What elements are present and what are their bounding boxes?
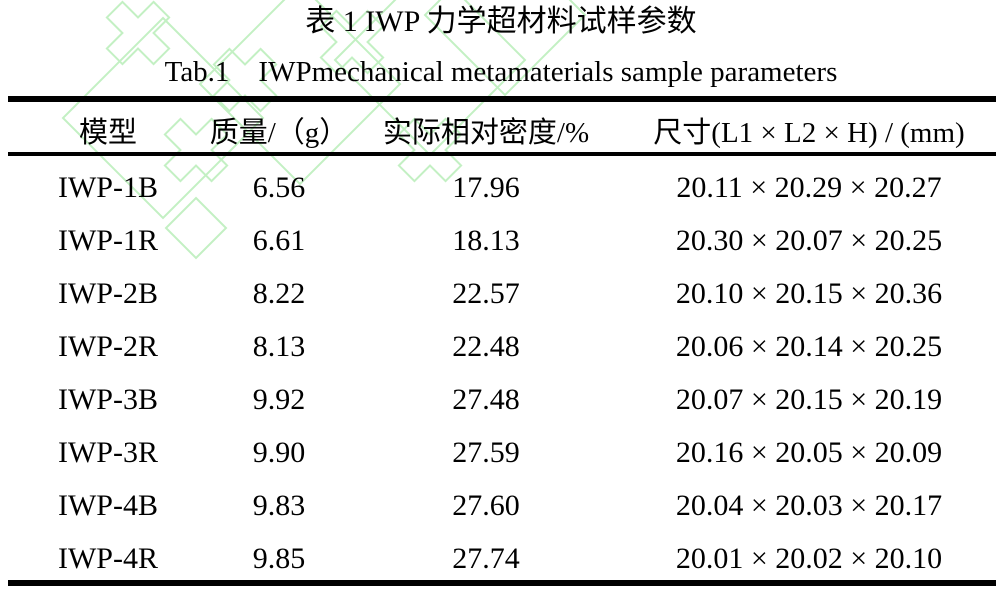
cell-size: 20.04 × 20.03 × 20.17: [675, 488, 943, 522]
cell-model: IWP-4B: [58, 488, 158, 522]
cell-size: 20.07 × 20.15 × 20.19: [675, 382, 943, 416]
cell-model: IWP-2B: [58, 276, 158, 310]
table-row: IWP-3R 9.90 27.59 20.16 × 20.05 × 20.09: [8, 421, 996, 474]
cell-size: 20.16 × 20.05 × 20.09: [675, 435, 943, 469]
column-header-size: 尺寸(L1 × L2 × H) / (mm): [653, 117, 965, 149]
cell-mass: 8.13: [252, 329, 306, 363]
cell-model: IWP-1B: [58, 170, 158, 204]
cell-size: 20.01 × 20.02 × 20.10: [675, 541, 943, 575]
table-row: IWP-1R 6.61 18.13 20.30 × 20.07 × 20.25: [8, 209, 996, 262]
cell-density: 18.13: [452, 223, 520, 257]
table-row: IWP-1B 6.56 17.96 20.11 × 20.29 × 20.27: [8, 154, 996, 209]
cell-density: 27.74: [452, 541, 520, 575]
cell-density: 22.48: [452, 329, 520, 363]
column-header-mass: 质量/（g）: [209, 117, 349, 149]
cell-model: IWP-3B: [58, 382, 158, 416]
cell-mass: 6.56: [252, 170, 306, 204]
table-row: IWP-2B 8.22 22.57 20.10 × 20.15 × 20.36: [8, 262, 996, 315]
sample-parameters-table: 模型 质量/（g） 实际相对密度/% 尺寸(L1 × L2 × H) / (mm…: [8, 96, 996, 586]
table-title-zh: 表 1 IWP 力学超材料试样参数: [305, 5, 697, 38]
cell-mass: 8.22: [252, 276, 306, 310]
cell-size: 20.06 × 20.14 × 20.25: [675, 329, 943, 363]
table-title-en: Tab.1 IWPmechanical metamaterials sample…: [164, 56, 838, 88]
table-row: IWP-3B 9.92 27.48 20.07 × 20.15 × 20.19: [8, 368, 996, 421]
cell-mass: 9.92: [252, 382, 306, 416]
cell-mass: 9.90: [252, 435, 306, 469]
cell-model: IWP-1R: [58, 223, 158, 257]
cell-density: 27.60: [452, 488, 520, 522]
column-header-model: 模型: [78, 117, 137, 149]
cell-density: 27.59: [452, 435, 520, 469]
table-header: 模型 质量/（g） 实际相对密度/% 尺寸(L1 × L2 × H) / (mm…: [8, 99, 996, 154]
cell-size: 20.30 × 20.07 × 20.25: [675, 223, 943, 257]
cell-model: IWP-4R: [58, 541, 158, 575]
cell-density: 22.57: [452, 276, 520, 310]
cell-model: IWP-3R: [58, 435, 158, 469]
cell-size: 20.10 × 20.15 × 20.36: [675, 276, 943, 310]
column-header-density: 实际相对密度/%: [382, 117, 590, 149]
table-body: IWP-1B 6.56 17.96 20.11 × 20.29 × 20.27 …: [8, 154, 996, 583]
cell-density: 27.48: [452, 382, 520, 416]
cell-mass: 9.85: [252, 541, 306, 575]
table-row: IWP-4R 9.85 27.74 20.01 × 20.02 × 20.10: [8, 527, 996, 583]
cell-mass: 6.61: [252, 223, 306, 257]
cell-model: IWP-2R: [58, 329, 158, 363]
table-header-row: 模型 质量/（g） 实际相对密度/% 尺寸(L1 × L2 × H) / (mm…: [8, 99, 996, 154]
cell-mass: 9.83: [252, 488, 306, 522]
table-row: IWP-2R 8.13 22.48 20.06 × 20.14 × 20.25: [8, 315, 996, 368]
table-row: IWP-4B 9.83 27.60 20.04 × 20.03 × 20.17: [8, 474, 996, 527]
cell-size: 20.11 × 20.29 × 20.27: [676, 170, 942, 204]
cell-density: 17.96: [452, 170, 520, 204]
